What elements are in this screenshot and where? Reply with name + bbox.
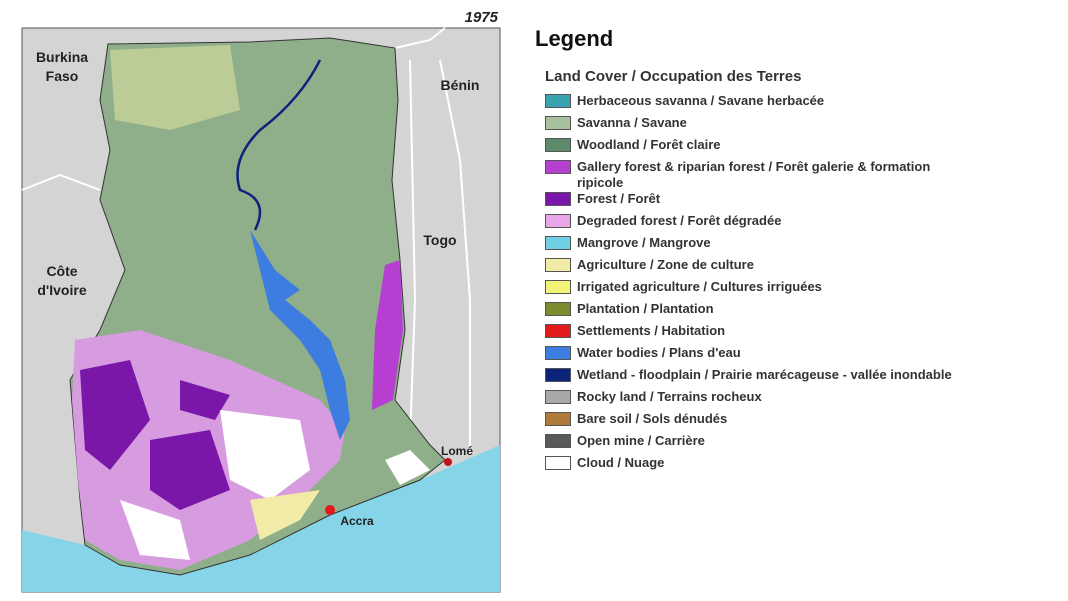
legend-swatch (545, 434, 571, 448)
country-label: Togo (423, 232, 456, 248)
legend-swatch (545, 280, 571, 294)
land-cover-patch (250, 490, 320, 540)
city-label: Accra (340, 514, 374, 528)
land-cover-patch (180, 380, 230, 420)
legend-item: Rocky land / Terrains rocheux (545, 389, 975, 411)
land-cover-patch (80, 360, 150, 470)
legend-label: Mangrove / Mangrove (577, 235, 711, 250)
legend-label: Settlements / Habitation (577, 323, 726, 338)
legend-label: Agriculture / Zone de culture (577, 257, 754, 272)
legend-swatch (545, 390, 571, 404)
legend-label: Irrigated agriculture / Cultures irrigué… (577, 279, 822, 294)
legend-label: Plantation / Plantation (577, 301, 714, 316)
legend-swatch (545, 456, 571, 470)
border (439, 59, 471, 455)
legend-swatch (545, 138, 571, 152)
legend-item: Savanna / Savane (545, 115, 975, 137)
legend-item: Mangrove / Mangrove (545, 235, 975, 257)
legend-item: Forest / Forêt (545, 191, 975, 213)
legend-label: Woodland / Forêt claire (577, 137, 721, 152)
legend-label: Herbaceous savanna / Savane herbacée (577, 93, 825, 108)
legend-swatch (545, 94, 571, 108)
legend-label: Savanna / Savane (577, 115, 687, 130)
legend-item: Agriculture / Zone de culture (545, 257, 975, 279)
legend-subtitle: Land Cover / Occupation des Terres (545, 68, 802, 85)
legend-label: Gallery forest & riparian forest / Forêt… (577, 159, 931, 190)
legend-swatch (545, 160, 571, 174)
legend-label: Water bodies / Plans d'eau (577, 345, 741, 360)
ocean (22, 445, 500, 592)
legend-item: Degraded forest / Forêt dégradée (545, 213, 975, 235)
legend-items: Herbaceous savanna / Savane herbacée Sava… (545, 93, 975, 477)
river (236, 59, 322, 231)
legend-label: Rocky land / Terrains rocheux (577, 389, 762, 404)
legend-label: Bare soil / Sols dénudés (577, 411, 728, 426)
legend-swatch (545, 346, 571, 360)
legend-swatch (545, 192, 571, 206)
legend-item: Woodland / Forêt claire (545, 137, 975, 159)
legend-item: Wetland - floodplain / Prairie marécageu… (545, 367, 975, 389)
border (21, 173, 101, 191)
settlement (325, 505, 335, 515)
country-label: Faso (46, 68, 79, 84)
legend-swatch (545, 116, 571, 130)
land-cover-patch (120, 500, 190, 560)
legend-swatch (545, 368, 571, 382)
legend-swatch (545, 214, 571, 228)
legend-title: Legend (535, 26, 614, 51)
city-label: Lomé (441, 444, 473, 458)
land-cover-patch (385, 450, 430, 485)
legend-item: Water bodies / Plans d'eau (545, 345, 975, 367)
border (394, 27, 446, 49)
country-label: d'Ivoire (37, 282, 86, 298)
land-cover-patch (372, 260, 403, 410)
legend-swatch (545, 412, 571, 426)
legend-item: Plantation / Plantation (545, 301, 975, 323)
legend-item: Cloud / Nuage (545, 455, 975, 477)
legend-swatch (545, 302, 571, 316)
legend-item: Herbaceous savanna / Savane herbacée (545, 93, 975, 115)
legend-swatch (545, 258, 571, 272)
legend-item: Bare soil / Sols dénudés (545, 411, 975, 433)
map-year: 1975 (465, 9, 499, 26)
legend-item: Irrigated agriculture / Cultures irrigué… (545, 279, 975, 301)
legend-item: Open mine / Carrière (545, 433, 975, 455)
settlement (444, 458, 452, 466)
border (409, 59, 417, 441)
legend: Legend Land Cover / Occupation des Terre… (535, 26, 975, 477)
legend-item: Gallery forest & riparian forest / Forêt… (545, 159, 975, 191)
land-cover-patch (220, 410, 310, 500)
legend-label: Cloud / Nuage (577, 455, 665, 470)
land-cover-patch (150, 430, 230, 510)
legend-label: Wetland - floodplain / Prairie marécageu… (577, 367, 952, 382)
country-label: Bénin (441, 77, 480, 93)
legend-label: Open mine / Carrière (577, 433, 705, 448)
legend-label: Degraded forest / Forêt dégradée (577, 213, 782, 228)
water-body (250, 230, 350, 440)
country-label: Burkina (36, 49, 88, 65)
land-cover-patch (110, 45, 240, 130)
legend-swatch (545, 324, 571, 338)
legend-swatch (545, 236, 571, 250)
country-label: Côte (46, 263, 77, 279)
legend-item: Settlements / Habitation (545, 323, 975, 345)
legend-label: Forest / Forêt (577, 191, 661, 206)
